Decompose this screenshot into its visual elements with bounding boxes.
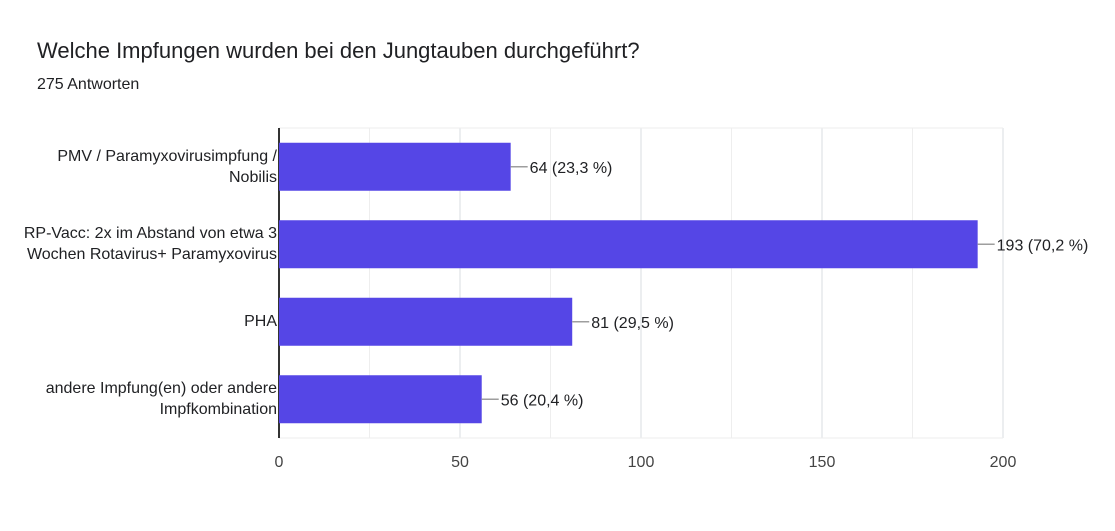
bar	[279, 375, 482, 424]
data-label: 81 (29,5 %)	[591, 315, 674, 332]
x-tick-label: 200	[990, 454, 1017, 471]
category-label: andere Impfung(en) oder andere Impfkombi…	[45, 380, 277, 419]
bar	[279, 297, 573, 346]
data-label: 64 (23,3 %)	[530, 160, 613, 177]
x-axis-ticks: 0 50 100 150 200	[275, 454, 1017, 471]
category-label: RP-Vacc: 2x im Abstand von etwa 3 Wochen…	[23, 225, 277, 264]
bars: 64 (23,3 %) 193 (70,2 %) 81 (29,5 %) 56 (20…	[279, 142, 1089, 424]
x-tick-label: 150	[809, 454, 836, 471]
category-label: PMV / Paramyxovirusimpfung / Nobilis	[57, 147, 277, 186]
response-count: 275 Antworten	[37, 76, 140, 93]
bar	[279, 142, 511, 191]
chart-title: Welche Impfungen wurden bei den Jungtaub…	[37, 38, 640, 63]
x-tick-label: 50	[451, 454, 469, 471]
data-label: 56 (20,4 %)	[501, 392, 584, 409]
bar	[279, 220, 978, 269]
x-tick-label: 100	[628, 454, 655, 471]
x-tick-label: 0	[275, 454, 284, 471]
category-label: PHA	[244, 313, 277, 331]
data-label: 193 (70,2 %)	[997, 237, 1089, 254]
